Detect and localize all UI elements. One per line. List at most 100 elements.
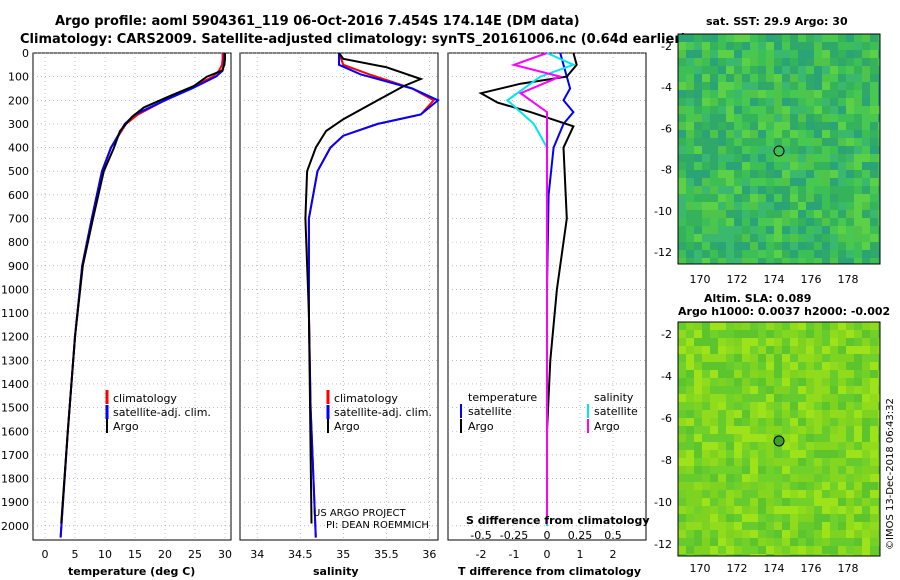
map-pixel (750, 530, 758, 538)
map-pixel (846, 554, 854, 556)
map-pixel (702, 330, 710, 338)
map-pixel (774, 426, 782, 434)
map-pixel (878, 402, 880, 410)
map-pixel (798, 322, 806, 330)
map-pixel (790, 426, 798, 434)
map-pixel (814, 98, 822, 106)
map-pixel (790, 554, 798, 556)
map-pixel (798, 170, 806, 178)
map-pixel (878, 66, 880, 74)
map-pixel (694, 554, 702, 556)
map-pixel (694, 114, 702, 122)
map-pixel (734, 50, 742, 58)
map-pixel (830, 58, 838, 66)
depth-tick-label: 300 (8, 118, 29, 131)
map-pixel (678, 242, 686, 250)
map-pixel (838, 402, 846, 410)
map-pixel (766, 402, 774, 410)
map-pixel (718, 234, 726, 242)
map-pixel (878, 226, 880, 234)
map-pixel (862, 170, 870, 178)
map-pixel (702, 98, 710, 106)
map-pixel (678, 530, 686, 538)
map-pixel (870, 490, 878, 498)
map-pixel (838, 330, 846, 338)
map-pixel (750, 34, 758, 42)
map-pixel (830, 466, 838, 474)
map-pixel (726, 482, 734, 490)
map-pixel (766, 98, 774, 106)
map-pixel (806, 386, 814, 394)
map-pixel (718, 554, 726, 556)
map-pixel (838, 442, 846, 450)
map-pixel (862, 354, 870, 362)
map-pixel (718, 98, 726, 106)
map-pixel (742, 506, 750, 514)
map-pixel (702, 418, 710, 426)
map-pixel (798, 410, 806, 418)
map-pixel (686, 82, 694, 90)
map-pixel (702, 354, 710, 362)
map-pixel (846, 402, 854, 410)
sst-argo-marker (773, 145, 785, 157)
map-pixel (758, 410, 766, 418)
map-pixel (814, 34, 822, 42)
figure-title-line2: Climatology: CARS2009. Satellite-adjuste… (20, 32, 687, 47)
map-pixel (718, 530, 726, 538)
map-pixel (678, 522, 686, 530)
map-pixel (862, 154, 870, 162)
map-pixel (870, 194, 878, 202)
map-pixel (806, 234, 814, 242)
map-pixel (774, 258, 782, 264)
map-pixel (750, 138, 758, 146)
map-pixel (766, 386, 774, 394)
sla-map-title1: Altim. SLA: 0.089 (704, 292, 811, 305)
map-pixel (718, 450, 726, 458)
map-pixel (782, 130, 790, 138)
sla-map-frame (677, 321, 881, 557)
map-pixel (678, 514, 686, 522)
map-pixel (854, 498, 862, 506)
map-pixel (798, 474, 806, 482)
map-pixel (702, 554, 710, 556)
map-pixel (838, 218, 846, 226)
map-pixel (694, 442, 702, 450)
map-pixel (758, 498, 766, 506)
map-pixel (750, 50, 758, 58)
map-pixel (798, 514, 806, 522)
map-pixel (790, 74, 798, 82)
map-pixel (790, 178, 798, 186)
map-pixel (734, 378, 742, 386)
map-pixel (686, 122, 694, 130)
map-pixel (766, 194, 774, 202)
map-pixel (702, 234, 710, 242)
map-pixel (870, 346, 878, 354)
map-y-tick-label: -2 (661, 328, 672, 341)
map-pixel (782, 178, 790, 186)
map-pixel (846, 106, 854, 114)
map-pixel (806, 522, 814, 530)
map-pixel (702, 42, 710, 50)
s-tick-label: 0.5 (604, 529, 622, 542)
map-pixel (686, 194, 694, 202)
map-pixel (870, 474, 878, 482)
map-pixel (806, 442, 814, 450)
map-pixel (790, 138, 798, 146)
map-pixel (702, 530, 710, 538)
map-pixel (814, 538, 822, 546)
map-pixel (830, 402, 838, 410)
map-pixel (854, 434, 862, 442)
map-pixel (726, 98, 734, 106)
map-pixel (862, 474, 870, 482)
map-pixel (838, 186, 846, 194)
map-pixel (726, 370, 734, 378)
map-pixel (798, 362, 806, 370)
map-pixel (830, 42, 838, 50)
map-pixel (742, 98, 750, 106)
map-pixel (846, 66, 854, 74)
map-pixel (742, 130, 750, 138)
map-pixel (830, 538, 838, 546)
map-pixel (846, 154, 854, 162)
map-pixel (686, 106, 694, 114)
map-pixel (878, 250, 880, 258)
